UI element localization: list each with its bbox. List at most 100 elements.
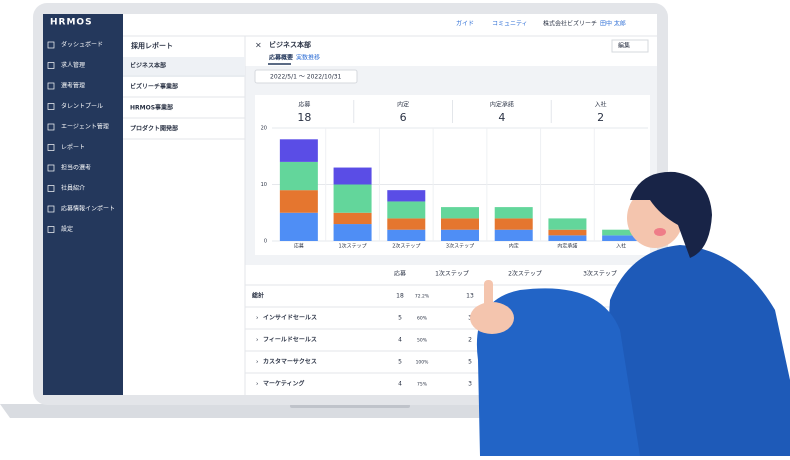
nav-item[interactable]: レポート bbox=[61, 143, 85, 151]
table-row-label: 総計 bbox=[252, 292, 264, 300]
table-row-label[interactable]: カスタマーサクセス bbox=[263, 358, 317, 366]
table-row-label[interactable]: マーケティング bbox=[263, 380, 305, 388]
nav-item[interactable]: 社員紹介 bbox=[61, 184, 85, 192]
x-tick-label: 内定承諾 bbox=[557, 243, 577, 250]
cheek bbox=[654, 228, 666, 236]
edit-label[interactable]: 編集 bbox=[618, 42, 630, 50]
table-cell: 5 bbox=[398, 315, 402, 322]
header-link[interactable]: ガイド bbox=[456, 20, 474, 28]
bar-segment bbox=[387, 190, 426, 202]
row-expand[interactable]: › bbox=[256, 359, 258, 366]
bar-segment bbox=[494, 229, 533, 241]
summary-label: 応募 bbox=[298, 101, 310, 109]
nav-icon bbox=[47, 123, 55, 131]
row-expand[interactable]: › bbox=[256, 337, 258, 344]
bar-segment bbox=[441, 218, 479, 230]
nav-icon bbox=[47, 144, 55, 151]
nav-item[interactable]: 応募情報インポート bbox=[61, 205, 115, 213]
bar-segment bbox=[387, 229, 426, 241]
nav-item[interactable]: 選考管理 bbox=[61, 82, 85, 90]
nav-icon bbox=[47, 226, 55, 233]
table-header: 応募 bbox=[394, 270, 406, 278]
nav-icon bbox=[47, 82, 55, 90]
table-cell: 75% bbox=[417, 382, 428, 388]
tab[interactable]: 応募概要 bbox=[269, 54, 293, 62]
bar-segment bbox=[279, 212, 318, 241]
hair bbox=[630, 171, 712, 258]
table-header: 2次ステップ bbox=[508, 270, 542, 278]
nav-item[interactable]: 設定 bbox=[61, 225, 73, 233]
nav-icon bbox=[47, 41, 55, 49]
person bbox=[470, 171, 790, 456]
nav-item[interactable]: 担当の選考 bbox=[61, 164, 91, 172]
hoodie bbox=[600, 245, 790, 456]
summary-label: 内定承諾 bbox=[490, 101, 514, 109]
arm bbox=[476, 288, 640, 456]
x-tick-label: 応募 bbox=[294, 243, 304, 250]
menu-selected bbox=[123, 57, 245, 77]
menu-item[interactable]: ビズリーチ事業部 bbox=[130, 83, 178, 91]
y-tick-label: 10 bbox=[261, 182, 267, 188]
table-cell: 4 bbox=[398, 337, 402, 344]
bar-segment bbox=[548, 229, 587, 236]
bar-segment bbox=[494, 207, 533, 219]
table-row-label[interactable]: フィールドセールス bbox=[263, 337, 317, 344]
menu-item[interactable]: プロダクト開発部 bbox=[130, 125, 178, 133]
menu-item[interactable]: HRMOS事業部 bbox=[130, 104, 173, 112]
bar-segment bbox=[494, 218, 533, 230]
bar-segment bbox=[548, 218, 587, 230]
summary-label: 内定 bbox=[397, 101, 409, 109]
table-cell: 60% bbox=[417, 316, 428, 322]
nav-icon bbox=[47, 103, 55, 110]
header-link[interactable]: コミュニティ bbox=[492, 21, 528, 28]
hand bbox=[470, 302, 514, 334]
edit-button[interactable] bbox=[611, 39, 649, 53]
nav-icon bbox=[47, 185, 55, 192]
header-link[interactable]: 田中 太郎 bbox=[600, 20, 626, 28]
row-expand[interactable]: › bbox=[256, 381, 258, 388]
bar-segment bbox=[333, 167, 372, 185]
summary-value: 18 bbox=[297, 111, 311, 124]
table-header: 1次ステップ bbox=[435, 270, 469, 278]
bar-segment bbox=[279, 161, 318, 191]
bar-segment bbox=[333, 184, 372, 213]
summary-value: 4 bbox=[498, 111, 505, 124]
bar-segment bbox=[387, 201, 426, 219]
nav-item[interactable]: 求人管理 bbox=[61, 61, 85, 69]
nav-icon bbox=[47, 62, 55, 69]
table-cell: 3 bbox=[468, 381, 472, 388]
x-tick-label: 2次ステップ bbox=[392, 243, 420, 250]
bar-segment bbox=[548, 235, 587, 241]
table-cell: 4 bbox=[398, 381, 402, 388]
x-tick-label: 入社 bbox=[616, 243, 626, 250]
table-cell: 18 bbox=[396, 293, 404, 300]
menu-title[interactable]: 採用レポート bbox=[131, 41, 173, 50]
bar-segment bbox=[333, 212, 372, 225]
nav-item[interactable]: エージェント管理 bbox=[61, 123, 109, 131]
close[interactable]: × bbox=[255, 41, 262, 50]
table-cell: 100% bbox=[416, 360, 430, 366]
row-expand[interactable]: › bbox=[256, 315, 258, 322]
report-title: ビジネス本部 bbox=[269, 40, 311, 49]
nav-item[interactable]: ダッシュボード bbox=[61, 41, 103, 49]
table-cell: 5 bbox=[468, 359, 472, 366]
table-cell: 5 bbox=[398, 359, 402, 366]
table-row-label[interactable]: インサイドセールス bbox=[263, 315, 317, 322]
nav-item[interactable]: タレントプール bbox=[61, 102, 103, 110]
period-filter[interactable] bbox=[254, 69, 358, 84]
x-tick-label: 内定 bbox=[509, 243, 519, 250]
table-cell: 13 bbox=[466, 293, 474, 300]
bar-segment bbox=[441, 207, 479, 219]
summary-value: 2 bbox=[597, 111, 604, 124]
period[interactable]: 2022/5/1 〜 2022/10/31 bbox=[270, 74, 342, 81]
bar-segment bbox=[602, 229, 641, 236]
nav-icon bbox=[47, 164, 55, 172]
header-link[interactable]: 株式会社ビズリーチ bbox=[543, 20, 597, 28]
bar-segment bbox=[602, 235, 641, 241]
table-cell: 50% bbox=[417, 338, 428, 344]
summary-value: 6 bbox=[400, 111, 407, 124]
tab[interactable]: 実数推移 bbox=[296, 54, 320, 62]
menu-item[interactable]: ビジネス本部 bbox=[130, 62, 166, 70]
bar-segment bbox=[387, 218, 426, 230]
